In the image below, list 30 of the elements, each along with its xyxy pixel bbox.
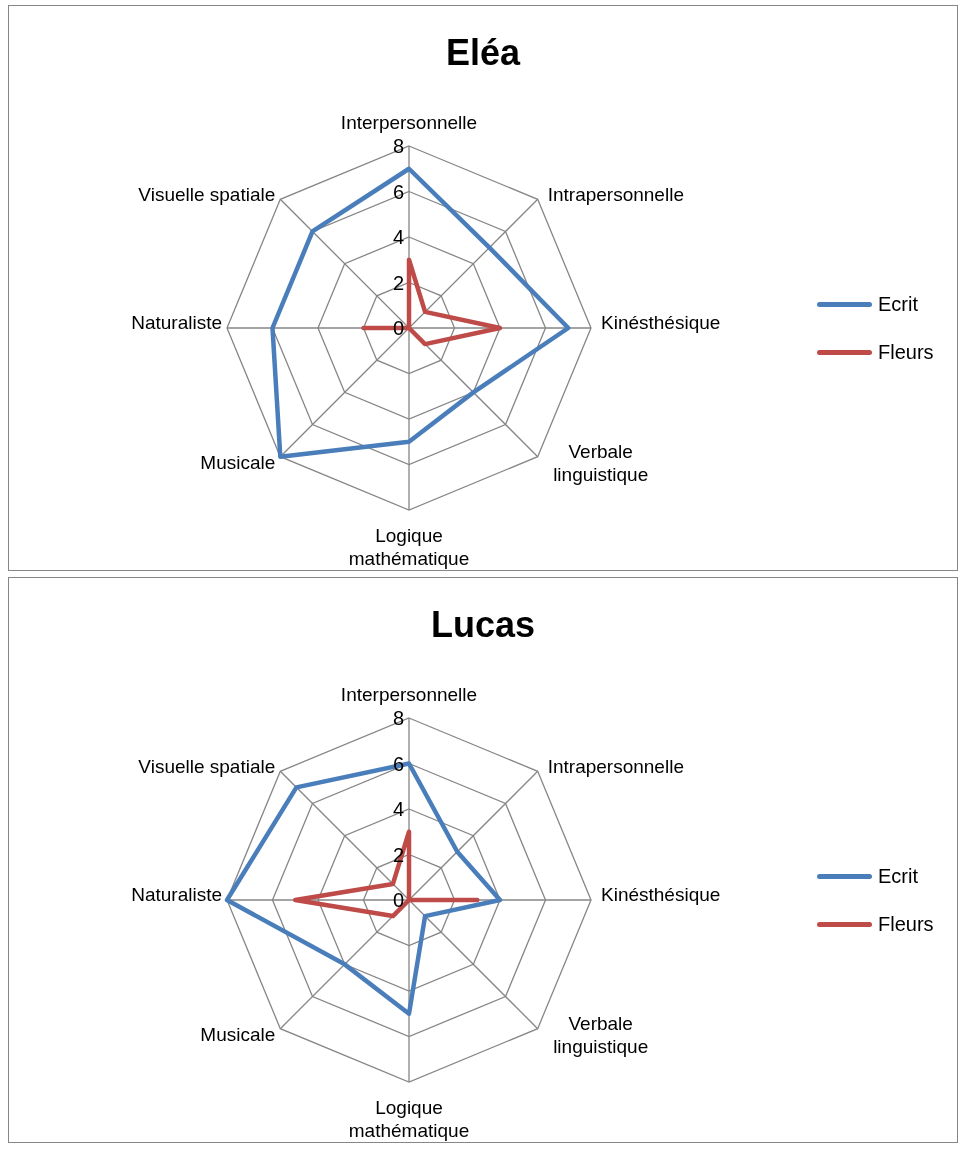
chart-title: Eléa (444, 32, 522, 74)
spoke-label: Visuelle spatiale (138, 183, 276, 205)
spoke-label: Kinésthésique (601, 884, 721, 906)
spoke-label: Intrapersonnelle (547, 755, 684, 777)
spoke-label: Logique mathématique (348, 524, 470, 569)
y-tick-label: 6 (392, 752, 404, 775)
y-tick-label: 8 (392, 707, 404, 729)
y-tick-label: 2 (392, 271, 404, 294)
y-tick-label: 8 (392, 135, 404, 157)
chart-title: Lucas (429, 604, 536, 646)
spoke-label: Visuelle spatiale (138, 755, 276, 777)
spoke-label: Intrapersonnelle (547, 183, 684, 205)
legend-label: Ecrit (878, 864, 918, 888)
spoke-label: Musicale (200, 452, 276, 474)
spoke-label: Interpersonnelle (340, 683, 478, 705)
legend-label: Ecrit (878, 292, 918, 316)
spoke-label: Kinésthésique (601, 312, 721, 334)
y-tick-label: 4 (392, 226, 404, 248)
spoke-label: Verbale linguistique (553, 1012, 649, 1057)
y-tick-label: 4 (392, 798, 404, 820)
spoke-label: Interpersonnelle (340, 111, 478, 133)
spoke-label: Naturaliste (131, 884, 222, 906)
y-tick-label: 0 (392, 889, 404, 911)
spoke-label: Musicale (200, 1024, 276, 1046)
spoke-label: Naturaliste (131, 312, 222, 334)
legend-label: Fleurs (878, 912, 934, 936)
spoke-label: Verbale linguistique (553, 440, 649, 485)
legend-label: Fleurs (878, 340, 934, 364)
spoke-label: Logique mathématique (348, 1096, 470, 1141)
y-tick-label: 6 (392, 180, 404, 203)
